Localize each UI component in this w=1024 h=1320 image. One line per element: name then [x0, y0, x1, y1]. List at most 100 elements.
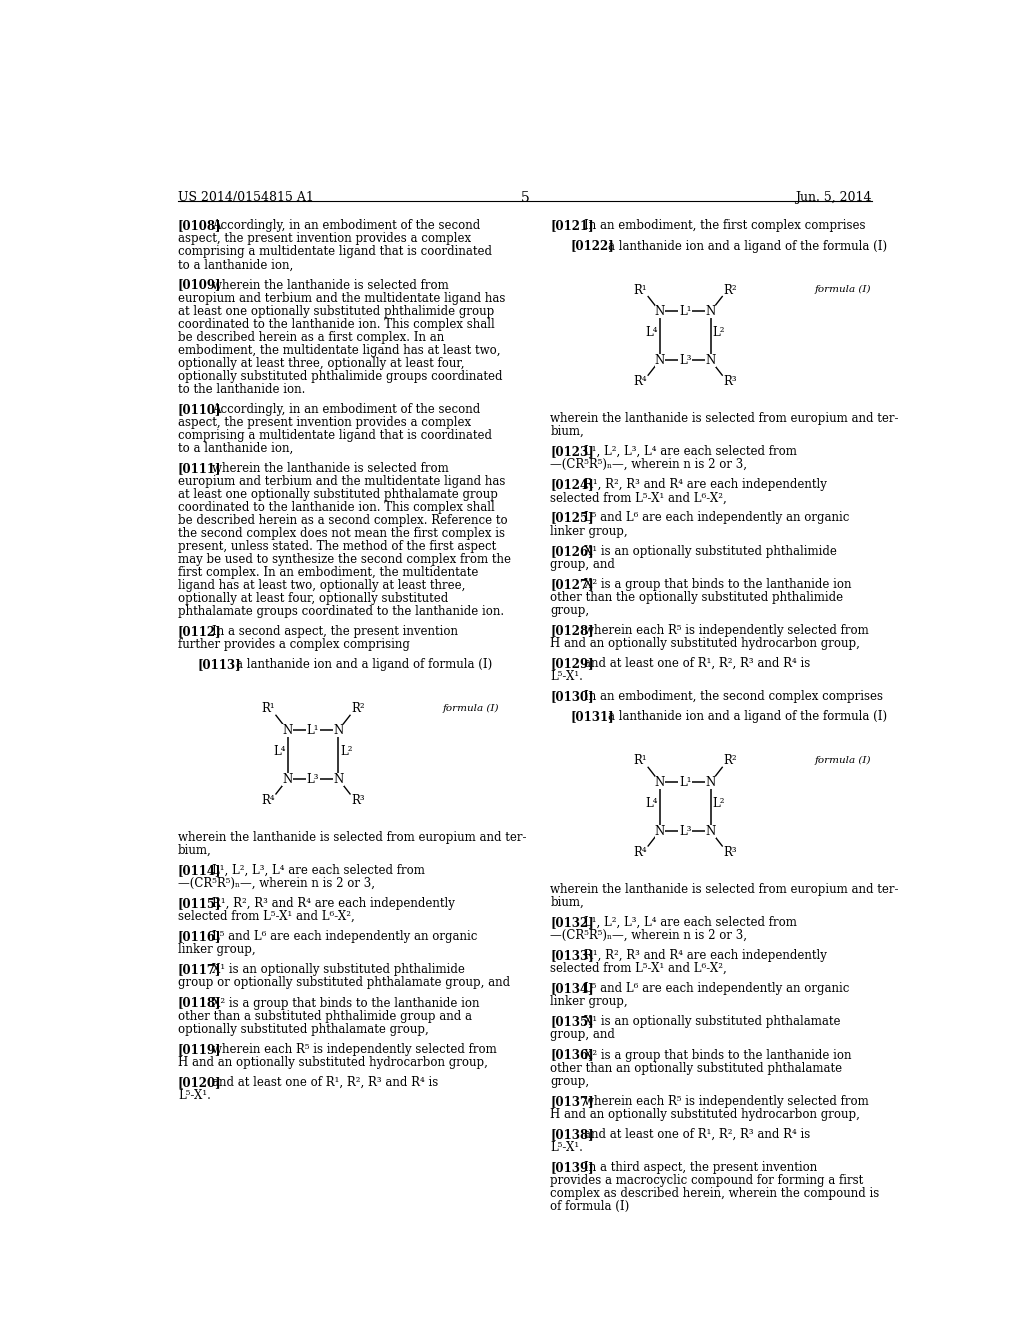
- Text: embodiment, the multidentate ligand has at least two,: embodiment, the multidentate ligand has …: [178, 343, 501, 356]
- Text: formula (I): formula (I): [443, 704, 500, 713]
- Text: [0117]: [0117]: [178, 964, 221, 977]
- Text: L¹, L², L³, L⁴ are each selected from: L¹, L², L³, L⁴ are each selected from: [584, 916, 797, 929]
- Text: [0134]: [0134]: [550, 982, 594, 995]
- Text: N: N: [333, 772, 343, 785]
- Text: L⁵ and L⁶ are each independently an organic: L⁵ and L⁶ are each independently an orga…: [584, 511, 849, 524]
- Text: L⁵-X¹.: L⁵-X¹.: [550, 671, 583, 682]
- Text: H and an optionally substituted hydrocarbon group,: H and an optionally substituted hydrocar…: [178, 1056, 487, 1069]
- Text: —(CR⁵R⁵)ₙ—, wherein n is 2 or 3,: —(CR⁵R⁵)ₙ—, wherein n is 2 or 3,: [550, 929, 748, 942]
- Text: L⁴: L⁴: [645, 326, 657, 339]
- Text: [0126]: [0126]: [550, 545, 594, 557]
- Text: wherein the lanthanide is selected from: wherein the lanthanide is selected from: [212, 279, 449, 292]
- Text: L⁴: L⁴: [273, 744, 286, 758]
- Text: 5: 5: [520, 191, 529, 205]
- Text: —(CR⁵R⁵)ₙ—, wherein n is 2 or 3,: —(CR⁵R⁵)ₙ—, wherein n is 2 or 3,: [178, 876, 375, 890]
- Text: coordinated to the lanthanide ion. This complex shall: coordinated to the lanthanide ion. This …: [178, 500, 495, 513]
- Text: US 2014/0154815 A1: US 2014/0154815 A1: [178, 191, 314, 203]
- Text: L⁵ and L⁶ are each independently an organic: L⁵ and L⁶ are each independently an orga…: [212, 931, 477, 944]
- Text: at least one optionally substituted phthalimide group: at least one optionally substituted phth…: [178, 305, 495, 318]
- Text: [0133]: [0133]: [550, 949, 594, 962]
- Text: R⁴: R⁴: [633, 846, 647, 859]
- Text: other than an optionally substituted phthalamate: other than an optionally substituted pht…: [550, 1061, 843, 1074]
- Text: —(CR⁵R⁵)ₙ—, wherein n is 2 or 3,: —(CR⁵R⁵)ₙ—, wherein n is 2 or 3,: [550, 458, 748, 471]
- Text: [0137]: [0137]: [550, 1094, 594, 1107]
- Text: wherein the lanthanide is selected from: wherein the lanthanide is selected from: [212, 462, 449, 475]
- Text: L³: L³: [679, 354, 691, 367]
- Text: of formula (I): of formula (I): [550, 1200, 630, 1213]
- Text: R⁴: R⁴: [261, 793, 274, 807]
- Text: europium and terbium and the multidentate ligand has: europium and terbium and the multidentat…: [178, 292, 506, 305]
- Text: L²: L²: [713, 326, 725, 339]
- Text: [0131]: [0131]: [570, 710, 613, 723]
- Text: and at least one of R¹, R², R³ and R⁴ is: and at least one of R¹, R², R³ and R⁴ is: [584, 1127, 810, 1140]
- Text: N: N: [706, 825, 716, 838]
- Text: In a third aspect, the present invention: In a third aspect, the present invention: [584, 1162, 817, 1173]
- Text: N: N: [654, 354, 665, 367]
- Text: [0121]: [0121]: [550, 219, 594, 232]
- Text: may be used to synthesize the second complex from the: may be used to synthesize the second com…: [178, 553, 511, 566]
- Text: other than the optionally substituted phthalimide: other than the optionally substituted ph…: [550, 591, 844, 603]
- Text: L¹: L¹: [307, 723, 319, 737]
- Text: optionally substituted phthalimide groups coordinated: optionally substituted phthalimide group…: [178, 370, 503, 383]
- Text: [0123]: [0123]: [550, 445, 594, 458]
- Text: a lanthanide ion and a ligand of the formula (I): a lanthanide ion and a ligand of the for…: [608, 239, 887, 252]
- Text: R¹, R², R³ and R⁴ are each independently: R¹, R², R³ and R⁴ are each independently: [212, 898, 455, 909]
- Text: wherein each R⁵ is independently selected from: wherein each R⁵ is independently selecte…: [584, 624, 868, 638]
- Text: L¹, L², L³, L⁴ are each selected from: L¹, L², L³, L⁴ are each selected from: [584, 445, 797, 458]
- Text: L¹, L², L³, L⁴ are each selected from: L¹, L², L³, L⁴ are each selected from: [212, 865, 425, 876]
- Text: R⁴: R⁴: [633, 375, 647, 388]
- Text: selected from L⁵-X¹ and L⁶-X²,: selected from L⁵-X¹ and L⁶-X²,: [178, 909, 354, 923]
- Text: [0122]: [0122]: [570, 239, 613, 252]
- Text: L³: L³: [307, 772, 319, 785]
- Text: bium,: bium,: [550, 425, 584, 438]
- Text: X¹ is an optionally substituted phthalimide: X¹ is an optionally substituted phthalim…: [212, 964, 465, 977]
- Text: group,: group,: [550, 1074, 590, 1088]
- Text: optionally substituted phthalamate group,: optionally substituted phthalamate group…: [178, 1023, 429, 1036]
- Text: In an embodiment, the first complex comprises: In an embodiment, the first complex comp…: [584, 219, 865, 232]
- Text: [0128]: [0128]: [550, 624, 594, 638]
- Text: [0111]: [0111]: [178, 462, 221, 475]
- Text: optionally at least three, optionally at least four,: optionally at least three, optionally at…: [178, 356, 465, 370]
- Text: H and an optionally substituted hydrocarbon group,: H and an optionally substituted hydrocar…: [550, 1107, 860, 1121]
- Text: N: N: [706, 776, 716, 789]
- Text: L³: L³: [679, 825, 691, 838]
- Text: [0108]: [0108]: [178, 219, 221, 232]
- Text: [0138]: [0138]: [550, 1127, 594, 1140]
- Text: group, and: group, and: [550, 557, 615, 570]
- Text: [0130]: [0130]: [550, 690, 594, 704]
- Text: other than a substituted phthalimide group and a: other than a substituted phthalimide gro…: [178, 1010, 472, 1023]
- Text: R¹: R¹: [633, 284, 647, 297]
- Text: selected from L⁵-X¹ and L⁶-X²,: selected from L⁵-X¹ and L⁶-X²,: [550, 962, 727, 975]
- Text: [0112]: [0112]: [178, 626, 221, 638]
- Text: N: N: [654, 825, 665, 838]
- Text: be described herein as a second complex. Reference to: be described herein as a second complex.…: [178, 513, 508, 527]
- Text: [0120]: [0120]: [178, 1076, 221, 1089]
- Text: linker group,: linker group,: [550, 524, 628, 537]
- Text: R²: R²: [724, 754, 737, 767]
- Text: be described herein as a first complex. In an: be described herein as a first complex. …: [178, 330, 444, 343]
- Text: a lanthanide ion and a ligand of the formula (I): a lanthanide ion and a ligand of the for…: [608, 710, 887, 723]
- Text: comprising a multidentate ligand that is coordinated: comprising a multidentate ligand that is…: [178, 429, 492, 442]
- Text: and at least one of R¹, R², R³ and R⁴ is: and at least one of R¹, R², R³ and R⁴ is: [584, 657, 810, 671]
- Text: [0118]: [0118]: [178, 997, 221, 1010]
- Text: provides a macrocyclic compound for forming a first: provides a macrocyclic compound for form…: [550, 1173, 863, 1187]
- Text: a lanthanide ion and a ligand of formula (I): a lanthanide ion and a ligand of formula…: [236, 659, 492, 672]
- Text: N: N: [706, 305, 716, 318]
- Text: L¹: L¹: [679, 305, 691, 318]
- Text: Accordingly, in an embodiment of the second: Accordingly, in an embodiment of the sec…: [212, 219, 480, 232]
- Text: group or optionally substituted phthalamate group, and: group or optionally substituted phthalam…: [178, 977, 510, 990]
- Text: formula (I): formula (I): [815, 756, 871, 766]
- Text: N: N: [333, 723, 343, 737]
- Text: [0129]: [0129]: [550, 657, 594, 671]
- Text: formula (I): formula (I): [815, 285, 871, 294]
- Text: optionally at least four, optionally substituted: optionally at least four, optionally sub…: [178, 591, 449, 605]
- Text: [0127]: [0127]: [550, 578, 594, 591]
- Text: group,: group,: [550, 603, 590, 616]
- Text: R³: R³: [724, 846, 737, 859]
- Text: first complex. In an embodiment, the multidentate: first complex. In an embodiment, the mul…: [178, 566, 478, 579]
- Text: [0135]: [0135]: [550, 1015, 594, 1028]
- Text: R¹: R¹: [633, 754, 647, 767]
- Text: coordinated to the lanthanide ion. This complex shall: coordinated to the lanthanide ion. This …: [178, 318, 495, 330]
- Text: to the lanthanide ion.: to the lanthanide ion.: [178, 383, 305, 396]
- Text: present, unless stated. The method of the first aspect: present, unless stated. The method of th…: [178, 540, 497, 553]
